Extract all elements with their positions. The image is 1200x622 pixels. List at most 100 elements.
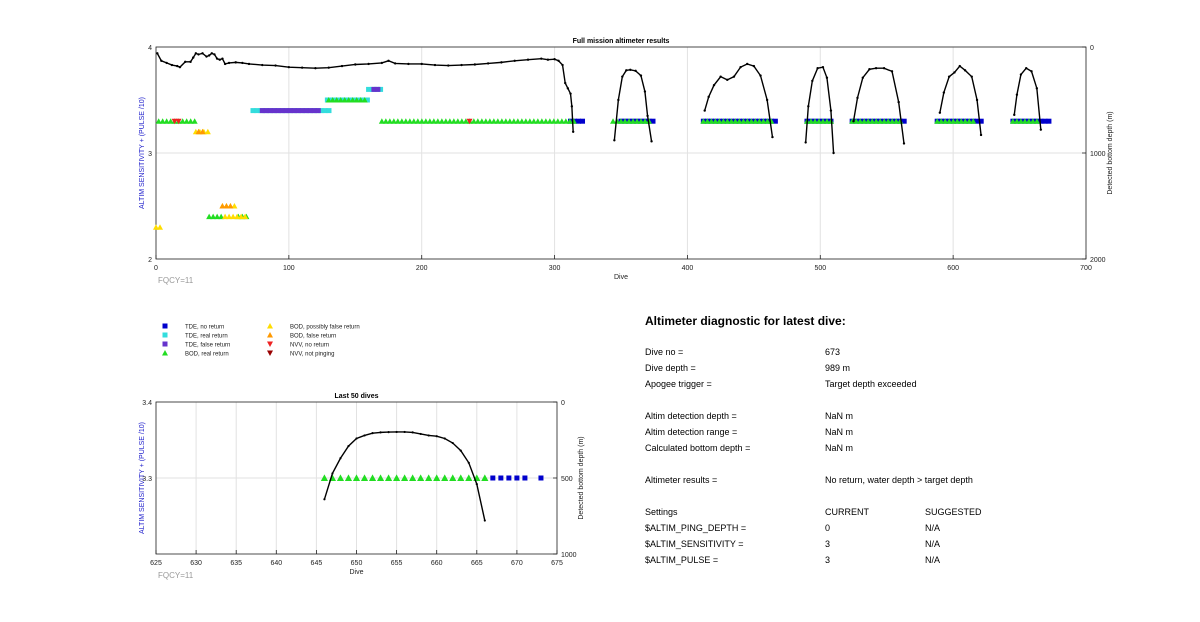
- data-marker: [634, 118, 641, 124]
- data-marker: [558, 118, 565, 124]
- data-marker: [466, 118, 473, 125]
- setting-suggested: N/A: [925, 539, 941, 549]
- data-marker: [159, 118, 166, 124]
- depth-point: [427, 434, 430, 437]
- y2-tick-label: 0: [1090, 45, 1094, 52]
- data-marker: [291, 108, 297, 114]
- legend-item: NVV, not pinging: [267, 350, 334, 358]
- setting-name: $ALTIM_PULSE =: [645, 555, 719, 565]
- depth-point: [393, 62, 397, 65]
- x-tick-label: 630: [190, 560, 202, 567]
- depth-point: [979, 133, 983, 137]
- depth-point: [1015, 93, 1019, 96]
- data-marker: [378, 118, 385, 124]
- data-marker: [950, 118, 957, 124]
- altimeter-diagnostic-panel: Altimeter diagnostic for latest dive: Di…: [645, 314, 1165, 568]
- diagnostic-title: Altimeter diagnostic for latest dive:: [645, 314, 846, 328]
- data-marker: [206, 213, 213, 220]
- depth-point: [617, 98, 620, 102]
- data-marker: [157, 224, 163, 230]
- x-tick-label: 100: [283, 265, 295, 272]
- data-marker: [325, 97, 332, 103]
- data-marker: [360, 474, 369, 481]
- y-tick-label: 3: [148, 151, 152, 158]
- data-marker: [433, 474, 441, 481]
- depth-point: [287, 65, 291, 69]
- setting-current: 3: [825, 539, 831, 549]
- y-tick-label: 3.4: [142, 400, 152, 407]
- depth-point: [719, 75, 722, 78]
- data-marker: [352, 474, 361, 481]
- data-marker: [434, 118, 441, 124]
- depth-point: [963, 69, 967, 72]
- depth-point: [571, 130, 575, 133]
- last-50-dives-chart: 625 630 635 640 645 650 655 660 665 670 675 3.3 3.4 0…: [139, 393, 585, 580]
- dive-no-row: Dive no = 673: [645, 344, 1165, 360]
- legend-marker: [267, 341, 273, 347]
- data-marker: [375, 86, 381, 92]
- depth-point: [629, 68, 632, 71]
- data-marker: [336, 474, 345, 481]
- depth-point: [201, 52, 204, 55]
- x-tick-label: 645: [311, 560, 323, 567]
- data-marker: [704, 118, 711, 124]
- data-marker: [320, 474, 329, 481]
- data-marker: [970, 118, 977, 124]
- data-marker: [234, 213, 241, 220]
- data-marker: [414, 118, 421, 124]
- data-marker: [1013, 118, 1020, 124]
- series-tde-false-return: [259, 86, 381, 114]
- data-marker: [187, 118, 194, 124]
- data-marker: [576, 118, 582, 124]
- data-marker: [275, 108, 281, 114]
- x-tick-label: 500: [814, 265, 826, 272]
- data-marker: [163, 118, 170, 124]
- depth-point: [170, 63, 174, 67]
- depth-point: [804, 141, 807, 144]
- depth-point: [156, 52, 159, 55]
- setting-name: $ALTIM_SENSITIVITY =: [645, 539, 744, 549]
- depth-point: [460, 63, 463, 67]
- depth-point: [367, 62, 370, 66]
- depth-point: [1035, 87, 1039, 90]
- depth-point: [634, 69, 637, 73]
- data-marker: [357, 97, 364, 103]
- data-marker: [333, 97, 340, 103]
- depth-point: [868, 68, 871, 71]
- data-marker: [322, 108, 328, 114]
- depth-point: [807, 105, 810, 108]
- depth-point: [811, 79, 814, 83]
- depth-point: [395, 430, 398, 434]
- depth-point: [218, 58, 221, 61]
- data-marker: [873, 118, 880, 124]
- depth-point: [411, 431, 414, 434]
- depth-point: [947, 75, 951, 78]
- data-marker: [250, 108, 256, 114]
- data-marker: [175, 118, 182, 125]
- dive-depth-value: 989 m: [825, 363, 851, 373]
- depth-point: [553, 57, 556, 61]
- depth-point: [387, 430, 390, 434]
- data-marker: [610, 118, 617, 124]
- data-marker: [204, 128, 211, 135]
- data-marker: [394, 118, 401, 124]
- y2-axis-label: Detected bottom depth (m): [1107, 111, 1114, 194]
- data-marker: [345, 97, 352, 103]
- x-axis-label: Dive: [349, 569, 363, 576]
- depth-point: [207, 54, 211, 57]
- data-marker: [1038, 118, 1044, 124]
- data-marker: [254, 108, 260, 114]
- data-marker: [630, 118, 637, 124]
- legend-label: BOD, false return: [290, 334, 336, 340]
- x-tick-label: 655: [391, 560, 403, 567]
- depth-point: [561, 63, 564, 67]
- data-marker: [183, 118, 190, 124]
- x-tick-label: 650: [351, 560, 363, 567]
- depth-point: [861, 76, 864, 79]
- depth-point: [882, 67, 886, 70]
- x-tick-label: 0: [154, 265, 158, 272]
- data-marker: [230, 213, 237, 220]
- depth-point: [213, 53, 216, 56]
- legend-marker: [267, 332, 273, 338]
- data-marker: [938, 118, 945, 124]
